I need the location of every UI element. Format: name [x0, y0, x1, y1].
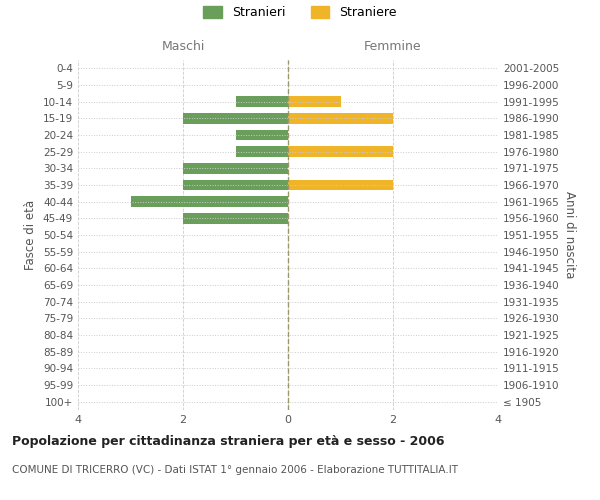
Bar: [235, 130, 288, 140]
Bar: [183, 113, 288, 124]
Bar: [235, 146, 288, 157]
Bar: [288, 180, 393, 190]
Bar: [288, 113, 393, 124]
Bar: [288, 96, 341, 107]
Bar: [183, 213, 288, 224]
Text: Maschi: Maschi: [161, 40, 205, 53]
Text: Popolazione per cittadinanza straniera per età e sesso - 2006: Popolazione per cittadinanza straniera p…: [12, 435, 445, 448]
Text: Femmine: Femmine: [364, 40, 422, 53]
Legend: Stranieri, Straniere: Stranieri, Straniere: [203, 6, 397, 19]
Y-axis label: Anni di nascita: Anni di nascita: [563, 192, 576, 278]
Text: COMUNE DI TRICERRO (VC) - Dati ISTAT 1° gennaio 2006 - Elaborazione TUTTITALIA.I: COMUNE DI TRICERRO (VC) - Dati ISTAT 1° …: [12, 465, 458, 475]
Bar: [130, 196, 288, 207]
Bar: [235, 96, 288, 107]
Y-axis label: Fasce di età: Fasce di età: [25, 200, 37, 270]
Bar: [183, 163, 288, 174]
Bar: [288, 146, 393, 157]
Bar: [183, 180, 288, 190]
